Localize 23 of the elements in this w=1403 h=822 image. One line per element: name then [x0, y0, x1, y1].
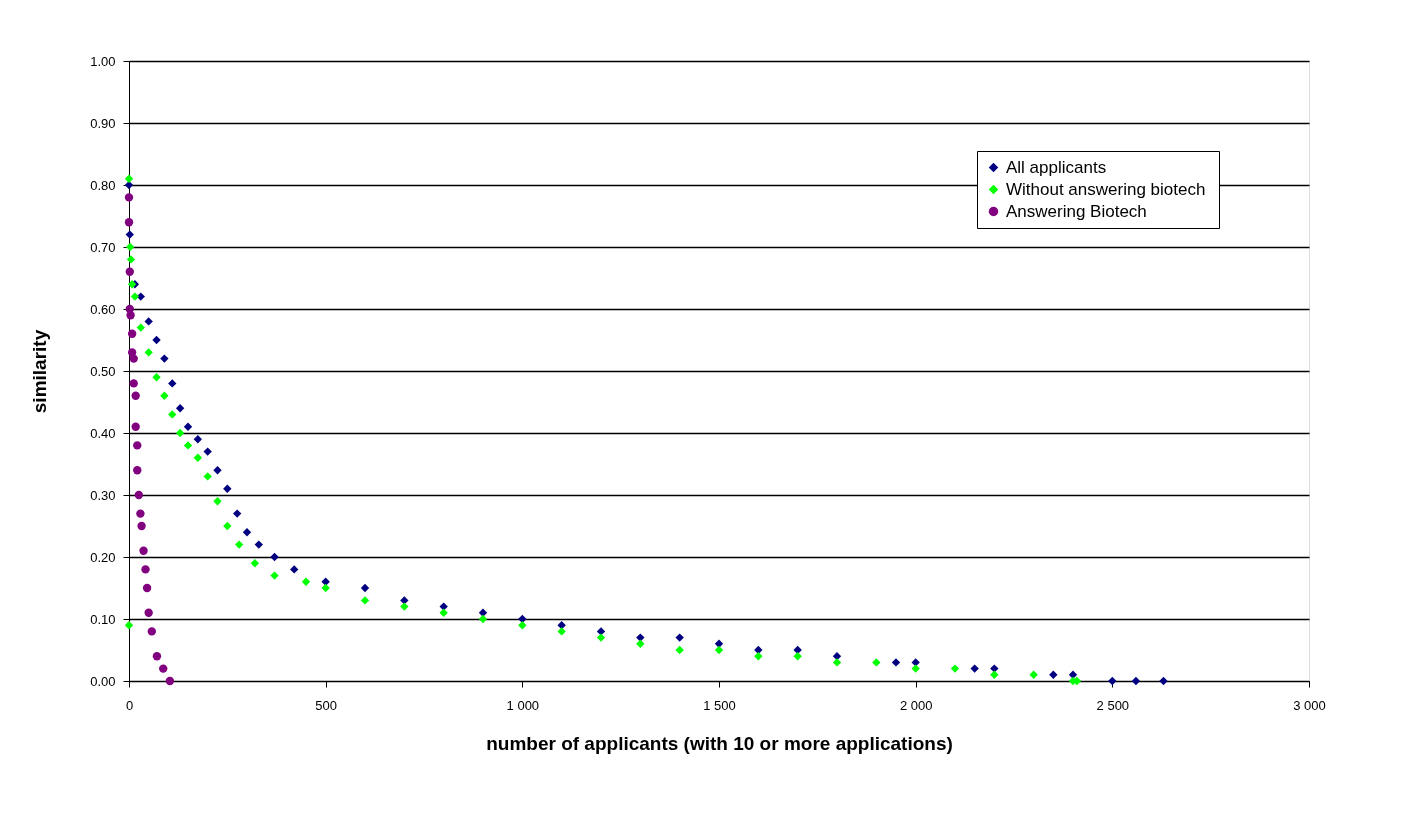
legend-label: All applicants [1006, 157, 1107, 177]
y-tick-label: 0.40 [90, 425, 116, 441]
y-tick-label: 0.80 [90, 177, 116, 193]
x-tick-label: 500 [315, 697, 338, 713]
y-tick-label: 0.70 [90, 239, 116, 255]
legend-label: Without answering biotech [1006, 179, 1206, 199]
x-tick-label: 1 500 [703, 697, 736, 713]
x-axis-title: number of applicants (with 10 or more applications) [486, 732, 953, 754]
y-tick-label: 1.00 [90, 53, 116, 69]
x-tick-label: 1 000 [506, 697, 540, 713]
x-tick-label: 0 [125, 697, 134, 713]
y-tick-label: 0.30 [90, 487, 116, 503]
y-tick-label: 0.90 [90, 115, 116, 131]
x-tick-label: 2 000 [899, 697, 933, 713]
x-tick-label: 2 500 [1096, 697, 1130, 713]
legend-label: Answering Biotech [1006, 201, 1147, 221]
y-axis-title: similarity [29, 329, 51, 414]
y-tick-label: 0.10 [90, 611, 116, 627]
y-tick-label: 0.50 [90, 363, 116, 379]
y-tick-label: 0.00 [90, 673, 116, 689]
y-tick-label: 0.20 [90, 549, 116, 565]
x-tick-label: 3 000 [1293, 697, 1326, 713]
y-tick-label: 0.60 [90, 301, 116, 317]
